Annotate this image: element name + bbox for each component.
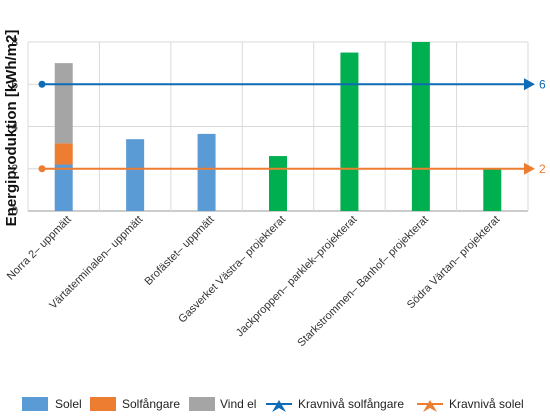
y-tick-label: 4 xyxy=(11,120,18,134)
y-tick-label: 6 xyxy=(11,77,18,91)
x-tick-label: Brofästet– uppmätt xyxy=(142,214,216,288)
y-tick-label: 2 xyxy=(11,162,18,176)
bar-segment xyxy=(269,156,287,211)
y-axis-label: Energiproduktion [kWh/m2] xyxy=(3,30,20,227)
legend-swatch xyxy=(189,397,215,411)
y-tick-label: 0 xyxy=(11,204,18,218)
bar-segment xyxy=(54,164,73,211)
legend-swatch xyxy=(22,397,48,411)
bar-segment xyxy=(197,133,216,211)
reference-arrow-icon xyxy=(524,78,535,91)
bar-segment xyxy=(54,63,73,144)
x-tick-label: Starkstrommen– Banhof– projekterat xyxy=(295,214,431,350)
legend-arrow-icon xyxy=(272,400,286,412)
bar-segment xyxy=(340,52,359,211)
reference-start-marker xyxy=(38,80,46,88)
reference-arrow-icon xyxy=(524,162,535,175)
x-tick-label: Jackproppen– parklek–projekterat xyxy=(234,214,360,340)
reference-start-marker xyxy=(38,165,46,173)
legend-label: Vind el xyxy=(220,397,256,411)
reference-lines: 62 xyxy=(38,77,546,176)
reference-value-label: 2 xyxy=(539,162,546,176)
bar-segment xyxy=(483,168,502,211)
bar-segment xyxy=(126,139,145,211)
legend-swatch xyxy=(90,397,116,411)
legend: Solel Solfångare Vind el Kravnivå solfångar… xyxy=(22,397,524,412)
y-tick-labels: 0 2 4 6 8 xyxy=(11,35,18,218)
legend-label: Solel xyxy=(55,397,82,411)
legend-label: Solfångare xyxy=(122,397,180,411)
legend-arrow-icon xyxy=(423,400,437,412)
bar-segment xyxy=(54,143,73,165)
legend-label: Kravnivå solfångare xyxy=(298,397,404,411)
y-tick-label: 8 xyxy=(11,35,18,49)
legend-label: Kravnivå solel xyxy=(449,397,524,411)
bar-segment xyxy=(411,42,430,211)
reference-value-label: 6 xyxy=(539,77,546,91)
